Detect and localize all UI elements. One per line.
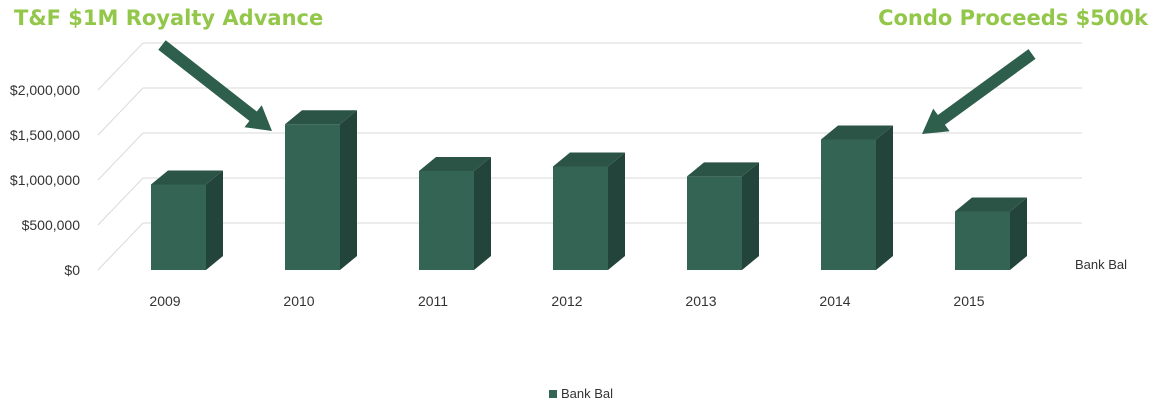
x-tick-label: 2009 (149, 293, 180, 309)
gridline-diagonal (97, 222, 144, 271)
bar-2011 (419, 157, 491, 270)
y-tick-label: $1,000,000 (10, 172, 80, 188)
gridline-diagonal (97, 132, 144, 181)
gridline-diagonal (97, 177, 144, 226)
y-axis-ticks: $0 $500,000 $1,000,000 $1,500,000 $2,000,000 (10, 82, 80, 278)
bars (151, 110, 1027, 270)
series-label: Bank Bal (1075, 257, 1127, 272)
royalty-advance-annotation: T&F $1M Royalty Advance (14, 6, 324, 30)
x-tick-label: 2015 (953, 293, 984, 309)
bar-2015 (955, 197, 1027, 270)
x-tick-label: 2014 (819, 293, 850, 309)
bar-front (821, 139, 876, 270)
bar-2010 (285, 110, 357, 270)
bar-side (1010, 197, 1027, 270)
legend-swatch (548, 390, 557, 398)
bar-top (821, 125, 893, 140)
condo-proceeds-annotation: Condo Proceeds $500k (878, 6, 1148, 30)
arrow-to-2014-bar (922, 49, 1036, 134)
bar-top (687, 162, 759, 177)
x-axis-labels: 2009 2010 2011 2012 2013 2014 2015 (149, 293, 984, 309)
bar-2013 (687, 162, 759, 270)
annotation-arrows (158, 40, 1036, 134)
bar-front (553, 166, 608, 270)
bar-top (553, 152, 625, 167)
x-tick-label: 2011 (418, 293, 448, 309)
x-tick-label: 2012 (551, 293, 582, 309)
x-tick-label: 2010 (283, 293, 314, 309)
y-tick-label: $0 (64, 262, 80, 278)
bar-front (955, 211, 1010, 270)
legend[interactable]: Bank Bal (0, 386, 1162, 401)
bar-top (955, 197, 1027, 212)
y-tick-label: $500,000 (22, 217, 81, 233)
y-tick-label: $2,000,000 (10, 82, 80, 98)
bar-top (419, 157, 491, 171)
bar-front (687, 176, 742, 270)
bar-side (742, 162, 759, 270)
bar-2012 (553, 152, 625, 270)
gridline-diagonal (97, 42, 144, 91)
bar-side (608, 152, 625, 270)
bar-chart: $0 $500,000 $1,000,000 $1,500,000 $2,000,000… (10, 40, 1127, 309)
gridline-diagonal (97, 87, 144, 136)
bar-side (876, 125, 893, 270)
bar-front (285, 124, 340, 270)
bar-side (340, 110, 357, 270)
bar-front (151, 184, 206, 270)
arrow-to-2010-bar (158, 40, 272, 131)
bar-side (474, 157, 491, 270)
y-tick-label: $1,500,000 (10, 127, 80, 143)
bar-2014 (821, 125, 893, 270)
bar-front (419, 171, 474, 270)
bar-side (206, 170, 223, 270)
bar-top (285, 110, 357, 125)
bar-top (151, 170, 223, 185)
bar-2009 (151, 170, 223, 270)
legend-label: Bank Bal (560, 386, 614, 401)
x-tick-label: 2013 (685, 293, 716, 309)
